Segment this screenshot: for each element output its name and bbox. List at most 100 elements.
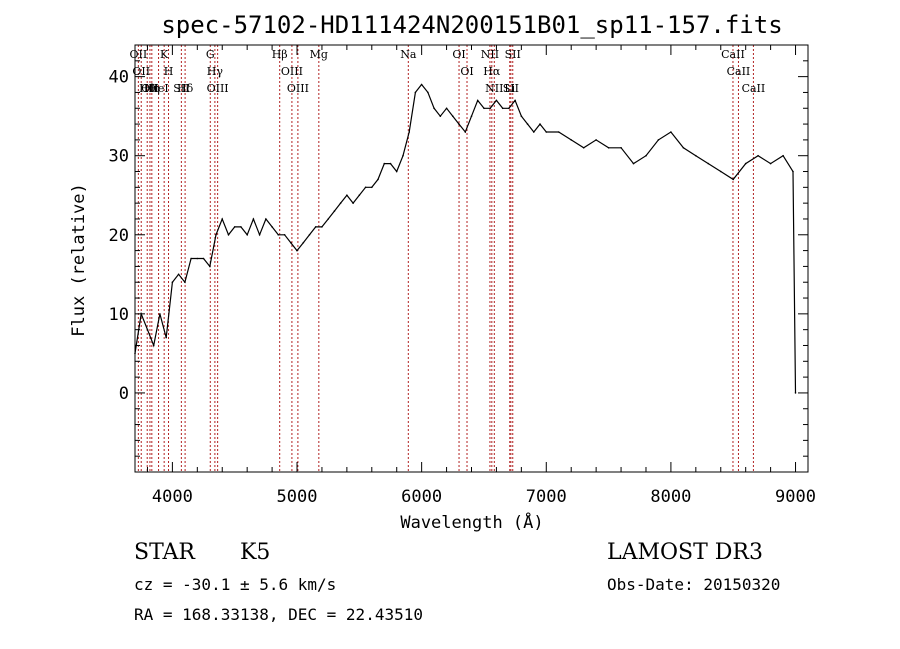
spectrum-point (439, 115, 442, 117)
line-label: Hβ (272, 48, 288, 61)
y-tick-label: 0 (119, 384, 129, 404)
line-label: Na (400, 48, 417, 61)
spectrum-point (209, 265, 211, 268)
spectrum-point (177, 273, 180, 276)
line-label: NII (481, 48, 499, 61)
spectrum-point (757, 154, 759, 157)
spectrum-point (358, 194, 361, 196)
spectrum-point (769, 162, 772, 165)
spectrum-point (508, 107, 510, 110)
spectrum-point (657, 139, 660, 141)
spectrum-point (533, 131, 535, 133)
spectrum-point (501, 107, 504, 110)
line-label: Li (504, 82, 515, 95)
y-tick-label: 10 (109, 305, 129, 325)
spectrum-point (159, 313, 161, 315)
spectrum-point (782, 154, 784, 157)
spectrum-point (240, 226, 242, 228)
spectrum-point (146, 328, 149, 331)
spectrum-point (794, 392, 797, 394)
spectrum-point (408, 131, 411, 133)
spectrum-point (695, 154, 697, 157)
spectrum-point (296, 249, 298, 252)
spectrum-point (557, 131, 560, 133)
spectrum-point (371, 186, 373, 189)
spectrum-point (402, 154, 404, 157)
spectrum-point (252, 218, 255, 220)
line-label: Hη (144, 82, 160, 95)
line-label: OII (132, 65, 150, 78)
line-label: Hα (483, 65, 501, 78)
spectrum-point (165, 336, 167, 339)
y-tick-label: 40 (109, 68, 129, 88)
y-tick-label: 20 (109, 226, 129, 246)
spectrum-point (632, 162, 635, 165)
spectrum-point (792, 170, 794, 173)
spectrum-point (720, 170, 722, 173)
x-tick-label: 4000 (152, 487, 193, 507)
line-label: OII (130, 48, 148, 61)
line-label: OI (452, 48, 465, 61)
spectrum-point (545, 131, 548, 133)
line-label: K (160, 48, 169, 61)
subclass: K5 (240, 540, 271, 565)
x-tick-label: 8000 (650, 487, 691, 507)
spectrum-point (171, 281, 174, 284)
spectrum-point (476, 99, 479, 102)
line-label: SII (173, 82, 189, 95)
spectrum-point (495, 99, 498, 102)
spectrum-point (258, 234, 261, 236)
spectrum-point (520, 115, 523, 117)
spectrum-point (539, 123, 541, 125)
line-label: CaII (727, 65, 751, 78)
spectrum-point (670, 131, 672, 133)
spectrum-point (483, 107, 485, 110)
spectrum-point (321, 226, 323, 228)
line-label: CaII (721, 48, 745, 61)
line-label: SII (505, 48, 521, 61)
spectrum-point (732, 178, 734, 181)
y-tick-label: 30 (109, 147, 129, 167)
x-tick-label: 5000 (277, 487, 318, 507)
spectrum-point (221, 218, 223, 220)
spectrum-point (227, 234, 230, 236)
spectrum-point (352, 202, 354, 204)
chart-title: spec-57102-HD111424N200151B01_sp11-157.f… (161, 11, 782, 39)
spectrum-point (277, 234, 280, 236)
spectrum-point (364, 186, 367, 189)
plot-frame (134, 44, 809, 473)
spectrum-point (582, 147, 585, 149)
spectrum-point (607, 147, 610, 149)
spectrum-point (458, 123, 460, 125)
line-label: G (206, 48, 215, 61)
spectrum-point (445, 107, 448, 110)
spectrum-point (190, 257, 192, 260)
spectrum-point (389, 162, 392, 165)
line-label: OI (460, 65, 473, 78)
spectrum-point (377, 178, 379, 181)
spectrum-point (744, 162, 747, 165)
coordinates: RA = 168.33138, DEC = 22.43510 (134, 605, 423, 624)
line-label: OIII (207, 82, 229, 95)
spectrum-point (152, 344, 155, 347)
line-label: Hθ (139, 82, 156, 95)
line-label: Mg (310, 48, 328, 61)
line-label: Hγ (207, 65, 224, 78)
spectrum-point (333, 210, 336, 212)
spectrum-point (184, 281, 186, 284)
line-label: NII (485, 82, 503, 95)
spectrum-point (196, 257, 199, 260)
y-axis: 0 10 20 30 40 (109, 44, 808, 457)
line-label: HeI (148, 82, 168, 95)
line-markers (137, 45, 754, 472)
spectrum-point (327, 218, 330, 220)
y-axis-label: Flux (relative) (69, 183, 89, 337)
spectrum-point (620, 147, 622, 149)
spectrum-point (570, 139, 572, 141)
spectrum-point (645, 154, 647, 157)
line-label: CaII (742, 82, 766, 95)
spectrum-point (526, 123, 529, 125)
line-label: OIII (287, 82, 309, 95)
spectrum-point (246, 234, 248, 236)
